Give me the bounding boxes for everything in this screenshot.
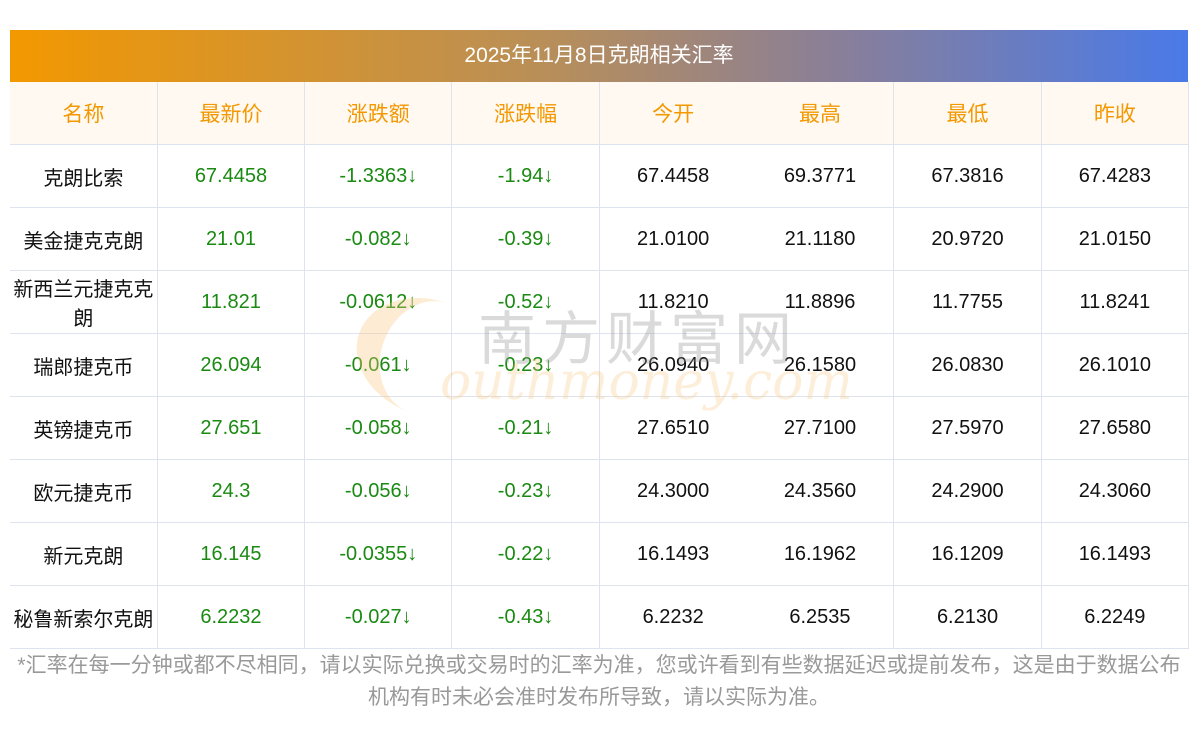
table-row: 瑞郎捷克币 26.094 -0.061↓ -0.23↓ 26.0940 26.1580 26… — [10, 333, 1190, 397]
cell-open: 16.1493 — [599, 522, 747, 586]
cell-open: 21.0100 — [599, 207, 747, 271]
cell-change-pct: -0.52↓ — [451, 270, 600, 334]
col-header-latest: 最新价 — [157, 82, 306, 145]
cell-prev-close: 6.2249 — [1041, 585, 1190, 649]
cell-low: 26.0830 — [893, 333, 1042, 397]
cell-low: 20.9720 — [893, 207, 1042, 271]
cell-high: 16.1962 — [746, 522, 895, 586]
cell-change-pct: -0.43↓ — [451, 585, 600, 649]
table-row: 克朗比索 67.4458 -1.3363↓ -1.94↓ 67.4458 69.3771 6… — [10, 144, 1190, 208]
cell-change: -1.3363↓ — [304, 144, 453, 208]
cell-prev-close: 21.0150 — [1041, 207, 1190, 271]
table-row: 英镑捷克币 27.651 -0.058↓ -0.21↓ 27.6510 27.7100 27… — [10, 396, 1190, 460]
cell-latest: 16.145 — [157, 522, 306, 586]
cell-name: 秘鲁新索尔克朗 — [10, 585, 158, 649]
col-header-low: 最低 — [893, 82, 1042, 145]
cell-change-pct: -0.23↓ — [451, 333, 600, 397]
cell-change-pct: -1.94↓ — [451, 144, 600, 208]
cell-change: -0.082↓ — [304, 207, 453, 271]
cell-prev-close: 26.1010 — [1041, 333, 1190, 397]
cell-latest: 24.3 — [157, 459, 306, 523]
cell-low: 11.7755 — [893, 270, 1042, 334]
cell-latest: 21.01 — [157, 207, 306, 271]
cell-change: -0.061↓ — [304, 333, 453, 397]
table-title: 2025年11月8日克朗相关汇率 — [10, 30, 1188, 82]
table-row: 欧元捷克币 24.3 -0.056↓ -0.23↓ 24.3000 24.3560 24.2… — [10, 459, 1190, 523]
cell-change: -0.0355↓ — [304, 522, 453, 586]
cell-open: 27.6510 — [599, 396, 747, 460]
cell-low: 67.3816 — [893, 144, 1042, 208]
table-row: 新西兰元捷克克朗 11.821 -0.0612↓ -0.52↓ 11.8210 11.88… — [10, 270, 1190, 334]
cell-name: 欧元捷克币 — [10, 459, 158, 523]
cell-prev-close: 24.3060 — [1041, 459, 1190, 523]
cell-latest: 6.2232 — [157, 585, 306, 649]
cell-high: 11.8896 — [746, 270, 895, 334]
col-header-name: 名称 — [10, 82, 158, 145]
cell-name: 新西兰元捷克克朗 — [10, 270, 158, 334]
cell-open: 6.2232 — [599, 585, 747, 649]
cell-high: 69.3771 — [746, 144, 895, 208]
table-header-row: 名称 最新价 涨跌额 涨跌幅 今开 最高 最低 昨收 — [10, 82, 1190, 145]
cell-change-pct: -0.23↓ — [451, 459, 600, 523]
cell-latest: 67.4458 — [157, 144, 306, 208]
cell-high: 26.1580 — [746, 333, 895, 397]
cell-open: 67.4458 — [599, 144, 747, 208]
cell-name: 美金捷克克朗 — [10, 207, 158, 271]
cell-high: 24.3560 — [746, 459, 895, 523]
col-header-change: 涨跌额 — [304, 82, 453, 145]
cell-open: 26.0940 — [599, 333, 747, 397]
cell-prev-close: 67.4283 — [1041, 144, 1190, 208]
exchange-rate-table: 名称 最新价 涨跌额 涨跌幅 今开 最高 最低 昨收 克朗比索 67.4458 -1.3363↓ -… — [10, 82, 1190, 649]
cell-latest: 26.094 — [157, 333, 306, 397]
cell-low: 24.2900 — [893, 459, 1042, 523]
footnote: *汇率在每一分钟或都不尽相同，请以实际兑换或交易时的汇率为准，您或许看到有些数据… — [17, 654, 1181, 709]
cell-prev-close: 27.6580 — [1041, 396, 1190, 460]
cell-low: 6.2130 — [893, 585, 1042, 649]
cell-latest: 27.651 — [157, 396, 306, 460]
col-header-change-pct: 涨跌幅 — [451, 82, 600, 145]
cell-name: 克朗比索 — [10, 144, 158, 208]
cell-change: -0.027↓ — [304, 585, 453, 649]
cell-change-pct: -0.21↓ — [451, 396, 600, 460]
col-header-prev-close: 昨收 — [1041, 82, 1190, 145]
table-row: 秘鲁新索尔克朗 6.2232 -0.027↓ -0.43↓ 6.2232 6.2535 6.… — [10, 585, 1190, 649]
cell-change: -0.056↓ — [304, 459, 453, 523]
cell-name: 英镑捷克币 — [10, 396, 158, 460]
cell-change-pct: -0.22↓ — [451, 522, 600, 586]
cell-prev-close: 16.1493 — [1041, 522, 1190, 586]
cell-open: 24.3000 — [599, 459, 747, 523]
cell-high: 27.7100 — [746, 396, 895, 460]
cell-change-pct: -0.39↓ — [451, 207, 600, 271]
cell-high: 21.1180 — [746, 207, 895, 271]
cell-high: 6.2535 — [746, 585, 895, 649]
cell-low: 27.5970 — [893, 396, 1042, 460]
cell-change: -0.058↓ — [304, 396, 453, 460]
table-row: 新元克朗 16.145 -0.0355↓ -0.22↓ 16.1493 16.1962 16… — [10, 522, 1190, 586]
cell-latest: 11.821 — [157, 270, 306, 334]
col-header-high: 最高 — [746, 82, 895, 145]
col-header-open: 今开 — [599, 82, 747, 145]
cell-open: 11.8210 — [599, 270, 747, 334]
cell-low: 16.1209 — [893, 522, 1042, 586]
cell-prev-close: 11.8241 — [1041, 270, 1190, 334]
cell-change: -0.0612↓ — [304, 270, 453, 334]
cell-name: 新元克朗 — [10, 522, 158, 586]
table-row: 美金捷克克朗 21.01 -0.082↓ -0.39↓ 21.0100 21.1180 20… — [10, 207, 1190, 271]
cell-name: 瑞郎捷克币 — [10, 333, 158, 397]
